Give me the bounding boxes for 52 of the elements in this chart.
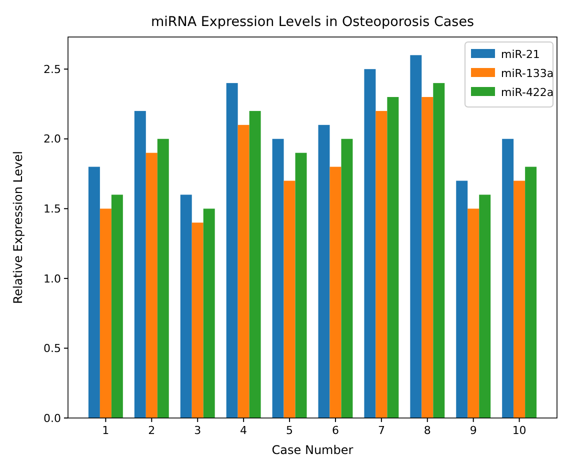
x-tick-label: 1 bbox=[102, 424, 110, 437]
x-tick-label: 8 bbox=[424, 424, 431, 437]
bar bbox=[226, 83, 238, 418]
x-tick-label: 6 bbox=[332, 424, 339, 437]
legend-label: miR-422a bbox=[501, 86, 554, 99]
x-tick-label: 4 bbox=[240, 424, 248, 437]
bar bbox=[468, 208, 480, 418]
bar bbox=[422, 97, 434, 418]
bar bbox=[180, 194, 192, 418]
x-tick-label: 2 bbox=[148, 424, 156, 437]
bar bbox=[157, 138, 169, 418]
y-tick-label: 0.5 bbox=[44, 342, 61, 356]
bar bbox=[364, 69, 376, 418]
x-tick-label: 3 bbox=[194, 424, 202, 437]
bar bbox=[502, 138, 514, 418]
bar bbox=[203, 208, 215, 418]
y-tick-label: 2.0 bbox=[44, 132, 61, 146]
bar bbox=[88, 166, 100, 418]
bar bbox=[433, 83, 445, 418]
bar bbox=[341, 138, 353, 418]
bar bbox=[330, 166, 342, 418]
y-tick-label: 2.5 bbox=[44, 62, 61, 76]
y-tick-label: 1.0 bbox=[44, 272, 61, 286]
bar bbox=[456, 180, 468, 418]
legend-label: miR-133a bbox=[501, 66, 554, 80]
bar bbox=[318, 124, 330, 418]
bar bbox=[238, 124, 250, 418]
bar bbox=[249, 110, 261, 418]
x-tick-label: 10 bbox=[512, 424, 526, 437]
bar bbox=[100, 208, 112, 418]
bar bbox=[134, 110, 146, 418]
x-tick-label: 7 bbox=[378, 424, 385, 437]
bar bbox=[284, 180, 296, 418]
bar bbox=[272, 138, 284, 418]
chart-title: miRNA Expression Levels in Osteoporosis Cases bbox=[150, 14, 474, 30]
bar bbox=[192, 222, 204, 418]
y-tick-label: 1.5 bbox=[44, 202, 61, 216]
y-tick-label: 0.0 bbox=[44, 412, 61, 425]
bar bbox=[111, 194, 123, 418]
bar bbox=[514, 180, 526, 418]
legend-label: miR-21 bbox=[501, 48, 540, 61]
y-axis-title: Relative Expression Level bbox=[11, 151, 25, 304]
x-tick-label: 5 bbox=[286, 424, 294, 437]
bar bbox=[479, 194, 491, 418]
bar bbox=[387, 97, 399, 418]
bar bbox=[376, 110, 388, 418]
bar bbox=[525, 166, 537, 418]
x-tick-label: 9 bbox=[470, 424, 477, 437]
x-axis-title: Case Number bbox=[272, 443, 354, 457]
bar bbox=[146, 152, 158, 418]
bar bbox=[295, 152, 307, 418]
bar bbox=[410, 55, 422, 418]
